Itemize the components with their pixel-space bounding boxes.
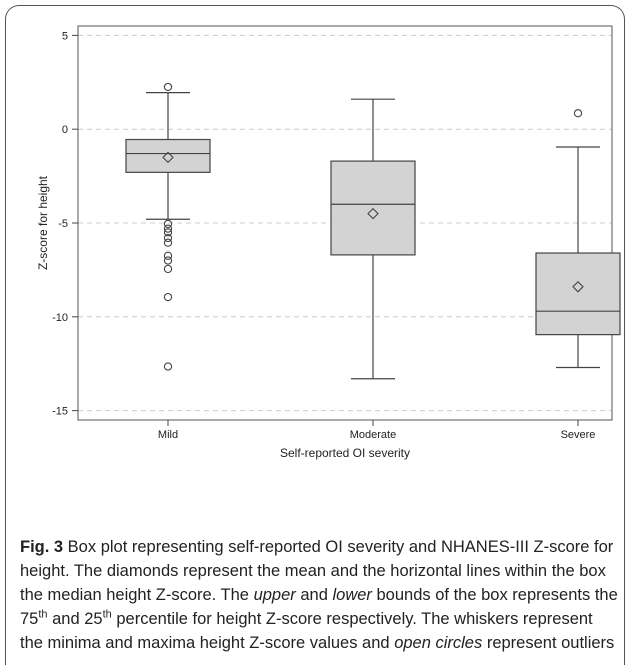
- caption-upper: upper: [253, 586, 296, 604]
- x-tick-label: Mild: [158, 429, 178, 441]
- outlier-point: [163, 238, 173, 247]
- box-moderate: [330, 98, 416, 380]
- caption-text-2: and: [295, 586, 333, 604]
- outlier-point: [163, 264, 173, 274]
- caption-text-5: percentile for height Z-score respective…: [20, 610, 593, 652]
- caption-lower: lower: [332, 586, 372, 604]
- outlier-point: [163, 292, 173, 302]
- outlier-point: [163, 82, 173, 92]
- caption-text-1: Box plot representing self-reported OI s…: [20, 538, 614, 604]
- caption-open-circles: open circles: [394, 634, 483, 652]
- box-plot-chart: 5 0 -5 -10 -15 Z-score for height Mild Moderate…: [36, 25, 621, 460]
- y-tick-label: 5: [62, 30, 68, 42]
- outlier-point: [163, 362, 173, 371]
- y-tick-label: -15: [52, 406, 68, 418]
- x-tick-label: Moderate: [350, 429, 396, 441]
- y-tick-label: -5: [58, 218, 68, 230]
- figure-frame: [5, 5, 625, 665]
- y-tick-label: 0: [62, 124, 68, 136]
- caption-text-4: and 25: [47, 610, 103, 628]
- outlier-point: [163, 224, 173, 233]
- y-axis-label: Z-score for height: [36, 175, 50, 270]
- caption-text-6: represent outliers: [482, 634, 615, 652]
- caption-sup-1: th: [38, 608, 48, 621]
- caption-sup-2: th: [102, 608, 112, 621]
- x-axis-label: Self-reported OI severity: [280, 446, 410, 460]
- figure-caption: Fig. 3 Box plot representing self-report…: [20, 535, 620, 655]
- outlier-point: [163, 233, 173, 243]
- outlier-point: [573, 109, 583, 118]
- mean-diamond: [162, 151, 174, 164]
- box-mild: [125, 82, 211, 371]
- caption-text-3: bounds of the box represents the 75: [20, 586, 618, 628]
- outlier-point: [163, 219, 173, 229]
- x-tick-label: Severe: [561, 429, 596, 441]
- mean-diamond: [367, 207, 379, 220]
- outlier-point: [163, 256, 173, 265]
- y-tick-label: -10: [52, 312, 68, 324]
- mean-diamond: [572, 281, 584, 293]
- outlier-point: [163, 228, 173, 237]
- iqr-box: [125, 138, 211, 173]
- iqr-box: [535, 252, 621, 336]
- box-severe: [535, 109, 621, 369]
- caption-fig-label: Fig. 3: [20, 538, 64, 556]
- outlier-point: [163, 251, 173, 260]
